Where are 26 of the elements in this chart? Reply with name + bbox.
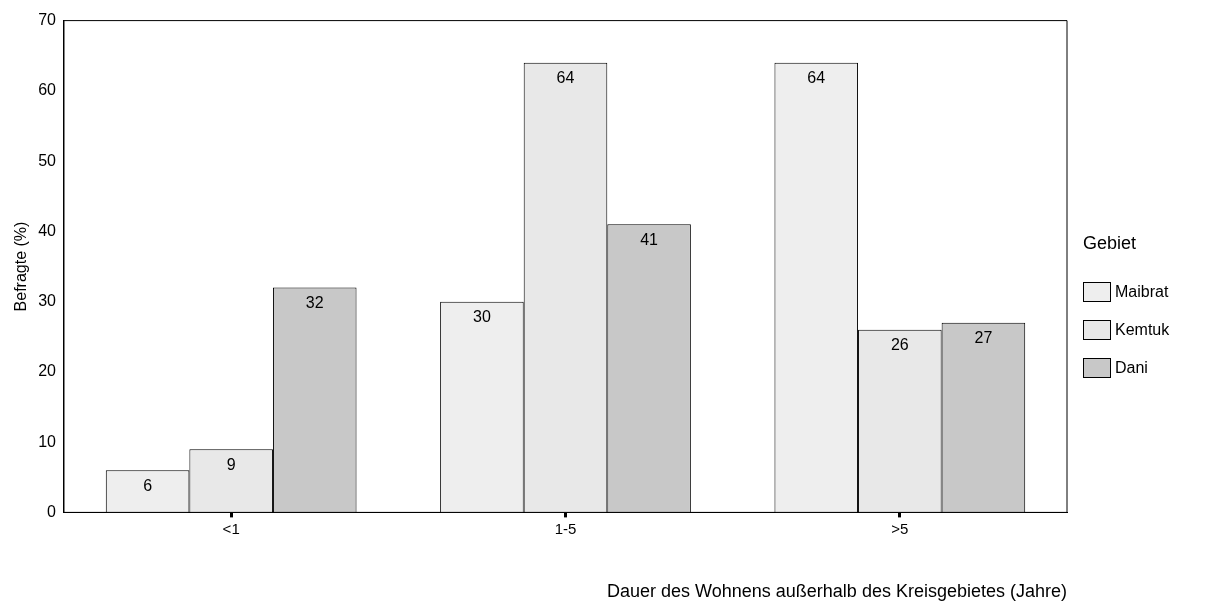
x-axis-title: Dauer des Wohnens außerhalb des Kreisgebietes (Jahre) [607, 581, 1067, 602]
data-label: 6 [143, 476, 153, 494]
y-tick-label: 70 [38, 11, 57, 29]
legend-label: Dani [1115, 359, 1148, 377]
legend-label: Kemtuk [1115, 321, 1170, 339]
x-tick-label: >5 [891, 519, 909, 537]
x-tick-label: 1-5 [554, 519, 577, 537]
y-tick-label: 40 [38, 221, 57, 239]
legend-title: Gebiet [1083, 233, 1138, 254]
y-tick-label: 50 [38, 151, 57, 169]
y-axis-title: Befragte (%) [12, 221, 30, 312]
legend-label: Maibrat [1115, 283, 1169, 301]
data-label: 26 [890, 336, 909, 354]
x-tick-label: <1 [222, 519, 240, 537]
y-tick-label: 30 [38, 292, 57, 310]
data-label: 30 [473, 308, 491, 326]
data-label: 41 [640, 230, 659, 248]
y-tick-label: 10 [38, 432, 57, 450]
data-label: 27 [974, 329, 993, 347]
y-tick-label: 20 [38, 362, 57, 380]
data-label: 64 [556, 69, 575, 87]
data-label: 9 [226, 455, 236, 473]
y-tick-label: 0 [47, 502, 57, 520]
data-label: 32 [305, 293, 324, 311]
data-label: 64 [807, 69, 826, 87]
y-tick-label: 60 [38, 81, 57, 99]
